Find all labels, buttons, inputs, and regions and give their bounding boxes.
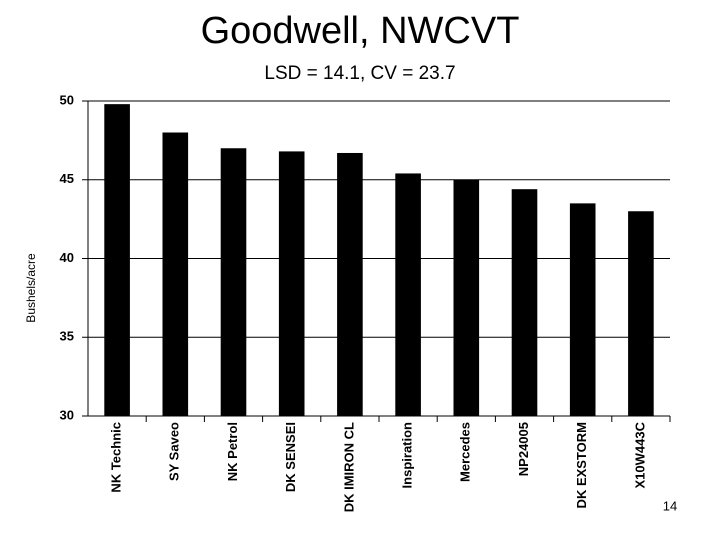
- y-tick-label: 45: [60, 171, 74, 186]
- x-tick-label: DK IMIRON CL: [341, 422, 356, 512]
- x-tick-label: SY Saveo: [167, 422, 182, 481]
- bar: [162, 132, 189, 416]
- chart-subtitle: LSD = 14.1, CV = 23.7: [264, 63, 455, 84]
- y-tick-label: 30: [60, 407, 74, 422]
- bar: [395, 173, 421, 416]
- bar: [337, 152, 363, 416]
- x-tick-label: DK SENSEI: [283, 422, 298, 492]
- y-tick-label: 35: [60, 329, 74, 344]
- x-tick-label: NP24005: [516, 422, 531, 476]
- bar: [104, 104, 130, 417]
- x-tick-label: X10W443C: [632, 421, 647, 488]
- bar: [569, 203, 596, 416]
- x-tick-label: DK EXSTORM: [574, 422, 589, 508]
- bar: [220, 148, 247, 416]
- slide-number: 14: [663, 498, 677, 513]
- x-tick-label: Inspiration: [400, 422, 415, 489]
- x-tick-label: Mercedes: [458, 422, 473, 482]
- bar: [511, 189, 538, 416]
- bar: [453, 179, 480, 416]
- bar: [278, 151, 305, 416]
- bar: [628, 211, 654, 416]
- y-tick-label: 40: [60, 250, 74, 265]
- y-axis-label: Bushels/acre: [24, 253, 38, 323]
- x-tick-label: NK Petrol: [225, 422, 240, 481]
- chart-title: Goodwell, NWCVT: [201, 10, 520, 52]
- x-tick-label: NK Technic: [109, 422, 124, 493]
- y-tick-label: 50: [60, 92, 74, 107]
